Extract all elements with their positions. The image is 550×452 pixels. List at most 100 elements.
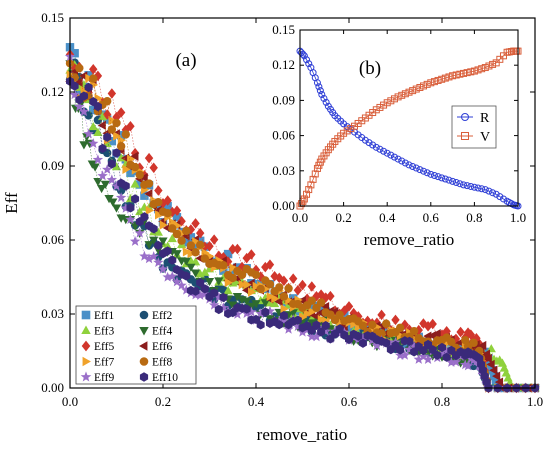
inset-series-r-point [315, 83, 323, 91]
inset-series-r-point [380, 147, 388, 155]
inset-series-r-point [492, 190, 500, 198]
series-eff10-point [354, 331, 363, 341]
legend-eff1-marker [81, 310, 91, 320]
series-eff8 [65, 59, 540, 393]
series-eff6-point [494, 377, 504, 387]
series-eff3-point [153, 227, 163, 236]
series-eff5-point [209, 234, 219, 245]
inset-series-r-point [474, 184, 482, 192]
series-eff8-point [377, 329, 386, 338]
series-eff4-point [93, 177, 103, 187]
inset-series-r-point [496, 193, 504, 201]
inset-series-r-point [405, 161, 413, 169]
series-eff4-point [260, 299, 270, 308]
series-eff8-point [196, 240, 205, 250]
inset-series-v-point [456, 70, 464, 78]
inset-series-v-point [420, 82, 428, 90]
inset-series-r-point [394, 155, 402, 163]
series-eff3-point [111, 162, 122, 171]
series-eff5-point [93, 70, 103, 82]
series-eff7-point [271, 294, 280, 304]
series-eff4-point [190, 269, 201, 278]
series-eff2-line [69, 61, 535, 389]
main-y-tick-label: 0.12 [41, 84, 64, 99]
main-y-tick-label: 0.00 [41, 380, 64, 395]
series-eff4-point [108, 198, 118, 207]
series-eff10 [65, 76, 540, 393]
series-eff5-point [107, 88, 117, 99]
series-eff8-point [368, 320, 377, 329]
series-eff4-point [158, 237, 168, 246]
series-eff10-point [107, 159, 116, 169]
legend-eff3-marker [81, 325, 91, 334]
series-eff10-point [437, 342, 447, 353]
inset-legend-box [451, 105, 497, 149]
series-eff1-point [172, 213, 182, 222]
series-eff6-point [432, 328, 441, 339]
series-eff8-point [469, 338, 478, 348]
series-eff10-point [70, 81, 79, 91]
series-eff9-point [218, 302, 229, 313]
inset-series-v-point [416, 83, 424, 91]
series-eff7-point [252, 281, 261, 291]
series-eff9-point [92, 154, 104, 165]
series-eff9-point [129, 235, 141, 246]
series-eff3-point [135, 206, 145, 216]
series-eff10-point [405, 336, 414, 346]
legend-eff9-label: Eff9 [94, 372, 114, 384]
series-eff5-point [228, 243, 237, 255]
inset-series-v-point [496, 55, 504, 63]
series-eff5-point [233, 243, 242, 255]
series-eff9-point [153, 257, 164, 267]
series-eff5-point [158, 198, 168, 209]
series-eff10-point [321, 320, 330, 331]
series-eff8-point [237, 270, 247, 280]
inset-series-r-point [398, 157, 406, 165]
series-eff10-point [382, 338, 391, 348]
series-eff10-point [149, 224, 158, 234]
inset-series-v-point [427, 79, 435, 87]
legend-eff5-marker [81, 340, 91, 352]
series-eff9-point [148, 251, 159, 261]
inset-series-v-point [492, 59, 500, 67]
inset-series-v-point [390, 95, 398, 103]
inset-series-v-point [383, 99, 391, 107]
series-eff10-point [396, 345, 405, 355]
series-eff6-point [130, 151, 139, 161]
series-eff7-point [182, 247, 192, 257]
series-eff7-point [113, 131, 122, 141]
series-eff9-point [213, 291, 224, 302]
series-eff8-point [409, 326, 419, 336]
series-eff8-point [130, 162, 140, 172]
series-eff4-point [307, 319, 317, 328]
series-eff2-point [84, 111, 93, 120]
series-eff9-point [246, 306, 257, 317]
series-eff4-point [172, 250, 182, 259]
series-eff10-point [256, 320, 265, 330]
series-eff5-point [163, 195, 172, 206]
series-eff3-point [167, 233, 177, 243]
inset-series-group [296, 47, 522, 210]
series-eff4-point [251, 300, 261, 309]
series-eff10-point [419, 345, 428, 356]
inset-series-r-point [449, 177, 457, 185]
inset-x-tick-label: 0.6 [423, 210, 440, 225]
series-eff9-point [167, 270, 178, 281]
series-eff4-point [242, 297, 252, 306]
inset-series-r-point [423, 169, 431, 177]
series-eff5-point [144, 152, 154, 164]
series-eff10-point [200, 284, 209, 294]
inset-series-r-point [372, 143, 380, 151]
series-eff1-point [75, 88, 84, 97]
series-eff9-point [408, 341, 420, 351]
series-eff9-point [171, 276, 183, 287]
series-eff3-point [88, 121, 98, 131]
legend-eff2-marker [139, 310, 149, 320]
series-eff7-point [308, 307, 317, 317]
series-eff3-point [269, 298, 280, 308]
inset-series-v-point [485, 62, 493, 70]
inset-legend-r-marker [461, 113, 469, 121]
inset-series-r-point [485, 187, 493, 195]
inset-series-r-point [438, 174, 446, 182]
series-eff7-point [229, 263, 238, 273]
